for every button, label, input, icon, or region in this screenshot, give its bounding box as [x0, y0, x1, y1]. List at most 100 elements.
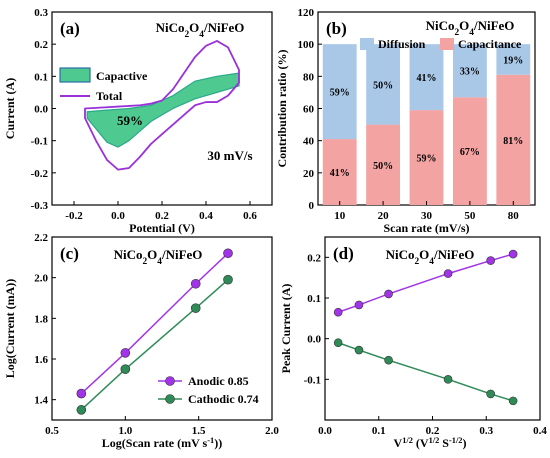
- panel-d-y-label: Peak Current (A): [279, 284, 293, 374]
- panel-d-cathodic-point: [443, 375, 453, 384]
- panel-b-capacitance-label: 67%: [460, 147, 480, 158]
- panel-a-x-tick-label: -0.2: [65, 210, 83, 222]
- panel-b-capacitance-label: 41%: [330, 168, 350, 179]
- panel-b-capacitance-label: 50%: [373, 161, 393, 172]
- panel-d-x-tick-label: 0.2: [426, 425, 440, 437]
- panel-b-diffusion-label: 19%: [503, 55, 523, 66]
- panel-b-label: (b): [326, 19, 347, 38]
- panel-c-cathodic-point: [223, 274, 233, 285]
- panel-b-y-tick-label: 0: [309, 200, 315, 212]
- panel-b-diffusion-label: 41%: [417, 73, 437, 84]
- panel-a-scanrate-annotation: 30 mV/s: [207, 148, 252, 163]
- panel-b-bar-capacitance: [496, 74, 531, 205]
- panel-a-legend-total: Total: [96, 89, 123, 103]
- panel-c-anodic-point: [190, 278, 201, 289]
- panel-c-y-tick-label: 1.6: [34, 354, 48, 366]
- panel-c-cathodic-line: [80, 279, 229, 411]
- panel-c-plot-frame: [51, 236, 273, 421]
- panel-d-y-tick-label: 0.1: [307, 293, 321, 305]
- panel-c-x-tick-label: 2.0: [265, 425, 279, 437]
- panel-b-capacitance-label: 59%: [417, 154, 437, 165]
- panel-d-cathodic-point: [384, 355, 393, 365]
- panel-c-title: NiCo2O4/NiFeO: [114, 247, 203, 267]
- panel-b-x-label: Scan rate (mV/s): [384, 221, 470, 235]
- panel-c-x-tick-label: 1.0: [118, 425, 132, 437]
- panel-b-legend-capacitance: Capacitance: [458, 37, 522, 51]
- panel-a-x-tick-label: 0.6: [243, 210, 257, 222]
- panel-b-bar-diffusion: [496, 44, 531, 75]
- panel-a-percent-annotation: 59%: [117, 113, 143, 128]
- panel-d-anodic-point: [333, 307, 343, 317]
- panel-a-capactive-area: [86, 72, 240, 148]
- panel-c-cathodic-point: [190, 303, 201, 313]
- panel-a-y-tick-label: 0.1: [34, 71, 48, 83]
- panel-b-bar-capacitance: [322, 139, 357, 205]
- panel-c-y-tick-label: 1.8: [34, 313, 48, 325]
- panel-a-x-label: Potential (V): [129, 221, 195, 235]
- panel-b-capacitance-label: 81%: [503, 136, 523, 147]
- panel-b-bar-diffusion: [452, 44, 487, 98]
- panel-a-y-tick-label: 0.2: [34, 39, 48, 51]
- panel-b-bar-capacitance: [366, 124, 401, 205]
- panel-b-diffusion-label: 33%: [460, 67, 480, 78]
- panel-c-y-label: Log(Current (mA)): [3, 279, 17, 378]
- panel-a-legend-capactive: Capactive: [96, 69, 148, 83]
- panel-a-y-tick-label: -0.2: [31, 168, 49, 180]
- panel-a-title: NiCo2O4/NiFeO: [156, 20, 245, 40]
- panel-c-x-tick-label: 0.5: [45, 425, 59, 437]
- panel-c-cathodic-point: [76, 405, 87, 415]
- panel-c-legend-cathodic: Cathodic 0.74: [188, 392, 259, 406]
- panel-c-y-tick-label: 2.2: [34, 232, 48, 244]
- panel-b-y-tick-label: 120: [298, 7, 315, 19]
- panel-c-cathodic-point: [120, 364, 131, 374]
- panel-a-x-tick-label: 0.0: [111, 210, 125, 222]
- panel-b-y-label: Contribution ratio (%): [275, 50, 289, 168]
- panel-a-y-tick-label: 0.3: [34, 7, 48, 19]
- panel-d-y-tick-label: 0.2: [307, 252, 321, 264]
- panel-b-y-tick-label: 40: [303, 136, 315, 148]
- panel-b-x-tick-label: 80: [508, 210, 520, 222]
- panel-d-x-tick-label: 0.4: [533, 425, 547, 437]
- panel-b-bar-capacitance: [409, 110, 444, 205]
- panel-a-label: (a): [60, 19, 80, 38]
- panel-c-y-tick-label: 2.0: [34, 273, 48, 285]
- panel-c-legend-anodic: Anodic 0.85: [188, 374, 249, 388]
- panel-b-legend-capacitance-swatch: [440, 38, 454, 50]
- panel-b-x-tick-label: 30: [421, 210, 433, 222]
- panel-d-title: NiCo2O4/NiFeO: [386, 247, 475, 267]
- panel-d-cathodic-point: [508, 396, 518, 406]
- panel-b-legend-diffusion: Diffusion: [378, 37, 426, 51]
- panel-d-anodic-point: [508, 249, 518, 259]
- panel-a-total-curve: [84, 40, 240, 171]
- panel-b-x-tick-label: 20: [378, 210, 390, 222]
- panel-d-anodic-point: [443, 269, 453, 278]
- panel-d-y-tick-label: 0.0: [307, 334, 321, 346]
- panel-d-x-tick-label: 0.0: [318, 425, 332, 437]
- panel-a-x-tick-label: 0.4: [199, 210, 213, 222]
- panel-b-title: NiCo2O4/NiFeO: [426, 18, 515, 38]
- panel-a-y-tick-label: -0.1: [31, 136, 48, 148]
- panel-c-x-tick-label: 1.5: [192, 425, 206, 437]
- panel-c-anodic-line: [80, 252, 229, 395]
- panel-b-x-tick-label: 10: [334, 210, 346, 222]
- panel-d-cathodic-point: [354, 345, 364, 355]
- panel-b-y-tick-label: 60: [303, 104, 315, 116]
- panel-d-x-label: V1/2 (V1/2 S-1/2): [394, 436, 467, 451]
- panel-d-cathodic-point: [486, 389, 495, 399]
- panel-b-bar-diffusion: [366, 44, 401, 125]
- panel-d-cathodic-point: [333, 338, 343, 348]
- panel-b-y-tick-label: 100: [298, 39, 315, 51]
- panel-b-bar-capacitance: [452, 97, 487, 205]
- panel-d-y-tick-label: -0.1: [304, 374, 321, 386]
- panel-b-y-tick-label: 20: [303, 168, 315, 180]
- panel-c-legend-cathodic-marker: [165, 394, 175, 404]
- panel-c-x-label: Log(Scan rate (mV s-1)): [102, 436, 222, 451]
- panel-d-anodic-point: [354, 300, 364, 310]
- panel-c-anodic-point: [223, 248, 233, 259]
- panel-c-legend-anodic-marker: [165, 376, 175, 386]
- panel-d-x-tick-label: 0.1: [372, 425, 386, 437]
- panel-b-diffusion-label: 50%: [373, 80, 393, 91]
- panel-b-bar-diffusion: [322, 44, 357, 140]
- panel-a-y-label: Current (A): [3, 78, 17, 139]
